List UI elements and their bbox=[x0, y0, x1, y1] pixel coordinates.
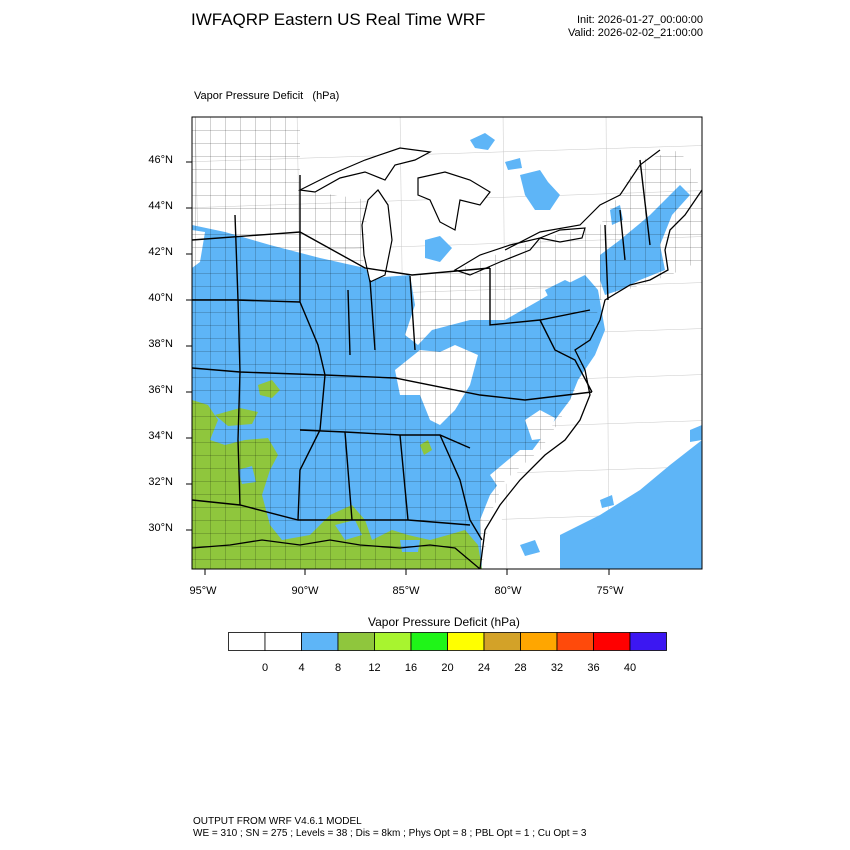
colorbar-label: 24 bbox=[477, 662, 491, 674]
state-borders bbox=[192, 159, 651, 541]
colorbar-label: 32 bbox=[550, 662, 564, 674]
colorbar-box bbox=[374, 632, 412, 651]
lon-ticks bbox=[204, 569, 610, 575]
lat-label: 32°N bbox=[148, 476, 173, 488]
footer: OUTPUT FROM WRF V4.6.1 MODEL WE = 310 ; … bbox=[193, 816, 586, 840]
colorbar-box bbox=[410, 632, 448, 651]
colorbar-box bbox=[264, 632, 302, 651]
lat-label: 42°N bbox=[148, 246, 173, 258]
colorbar-box bbox=[520, 632, 558, 651]
colorbar-box bbox=[228, 632, 266, 651]
field-label: Vapor Pressure Deficit bbox=[194, 90, 304, 102]
colorbar-label: 4 bbox=[298, 662, 305, 674]
atlantic-coastline bbox=[479, 189, 702, 569]
colorbar-label: 12 bbox=[368, 662, 381, 674]
lon-label: 80°W bbox=[494, 585, 522, 597]
colorbar-box bbox=[556, 632, 594, 651]
colorbar-label: 36 bbox=[587, 662, 600, 674]
colorbar-label: 8 bbox=[334, 662, 342, 674]
lat-label: 30°N bbox=[148, 522, 173, 534]
colorbar-label: 16 bbox=[404, 662, 418, 674]
plot-title: IWFAQRP Eastern US Real Time WRF bbox=[191, 10, 486, 29]
lat-ticks bbox=[186, 161, 192, 531]
colorbar-label: 0 bbox=[261, 662, 269, 674]
colorbar-label: 40 bbox=[623, 662, 637, 674]
lat-label: 36°N bbox=[148, 384, 173, 396]
gulf-coastline bbox=[192, 539, 481, 569]
map-frame bbox=[191, 116, 703, 570]
colorbar-box bbox=[593, 632, 631, 651]
lat-label: 44°N bbox=[148, 200, 173, 212]
colorbar-box bbox=[301, 632, 339, 651]
colorbar-box bbox=[483, 632, 521, 651]
colorbar-box bbox=[629, 632, 667, 651]
colorbar-label: 28 bbox=[514, 662, 527, 674]
field-units: (hPa) bbox=[312, 90, 340, 102]
lon-label: 95°W bbox=[189, 585, 217, 597]
colorbar-box bbox=[337, 632, 375, 651]
lat-label: 46°N bbox=[148, 154, 173, 166]
lon-label: 85°W bbox=[392, 585, 420, 597]
colorbar-title: Vapor Pressure Deficit (hPa) bbox=[368, 615, 520, 629]
field-subtitle: Vapor Pressure Deficit (hPa) bbox=[194, 90, 339, 102]
valid-time: Valid: 2026-02-02_21:00:00 bbox=[568, 27, 703, 39]
colorbar bbox=[228, 632, 667, 651]
time-info: Init: 2026-01-27_00:00:00 Valid: 2026-02… bbox=[568, 14, 703, 40]
lon-label: 90°W bbox=[291, 585, 319, 597]
lat-label: 40°N bbox=[148, 292, 173, 304]
colorbar-box bbox=[447, 632, 485, 651]
lat-label: 38°N bbox=[148, 338, 173, 350]
footer-model: OUTPUT FROM WRF V4.6.1 MODEL bbox=[193, 816, 362, 827]
lat-label: 34°N bbox=[148, 430, 173, 442]
lon-label: 75°W bbox=[596, 585, 624, 597]
footer-config: WE = 310 ; SN = 275 ; Levels = 38 ; Dis … bbox=[193, 828, 587, 839]
county-lines bbox=[192, 117, 702, 569]
canada-border bbox=[504, 149, 661, 251]
init-time: Init: 2026-01-27_00:00:00 bbox=[577, 14, 703, 26]
colorbar-label: 20 bbox=[441, 662, 454, 674]
